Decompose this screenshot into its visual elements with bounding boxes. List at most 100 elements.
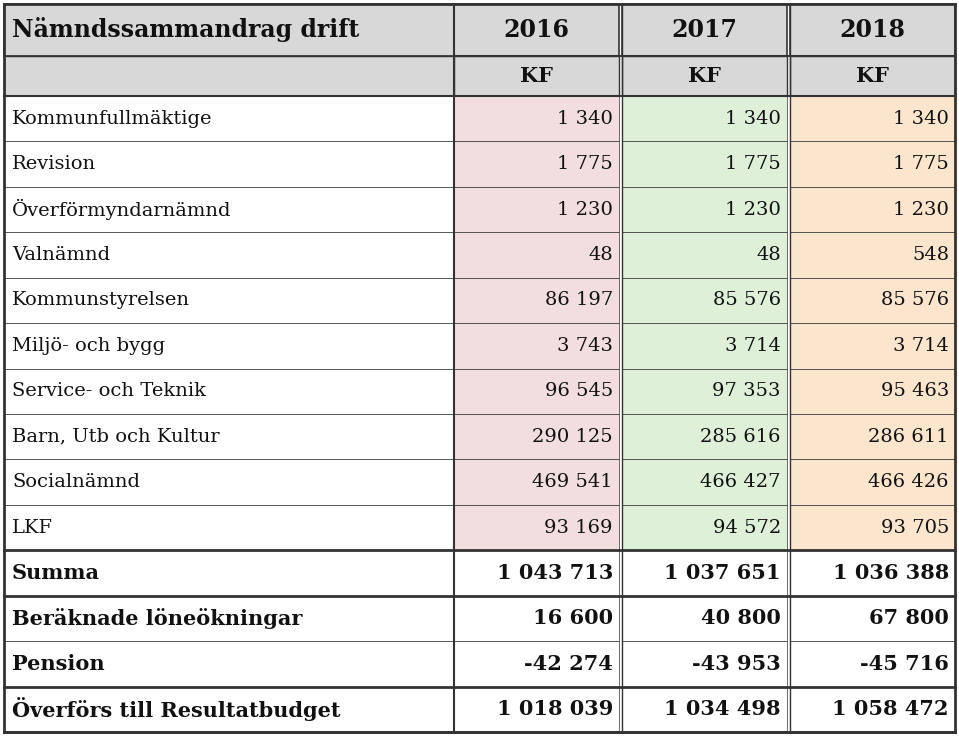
Bar <box>454 551 619 595</box>
Text: 96 545: 96 545 <box>545 382 613 400</box>
Bar <box>622 641 787 687</box>
Text: Beräknade löneökningar: Beräknade löneökningar <box>12 608 302 629</box>
Bar <box>622 323 787 369</box>
Text: Revision: Revision <box>12 155 96 173</box>
Text: Socialnämnd: Socialnämnd <box>12 473 140 491</box>
Text: 48: 48 <box>588 246 613 264</box>
Bar <box>790 459 955 505</box>
Text: 16 600: 16 600 <box>533 609 613 629</box>
Text: Kommunstyrelsen: Kommunstyrelsen <box>12 291 190 309</box>
Text: 1 058 472: 1 058 472 <box>832 699 949 719</box>
Text: 94 572: 94 572 <box>713 519 781 537</box>
Text: 3 714: 3 714 <box>893 337 949 355</box>
Text: -43 953: -43 953 <box>692 654 781 674</box>
Text: KF: KF <box>856 66 889 86</box>
Bar <box>4 187 454 233</box>
Text: 1 037 651: 1 037 651 <box>665 563 781 583</box>
Text: 85 576: 85 576 <box>881 291 949 309</box>
Bar <box>622 277 787 323</box>
Text: 2017: 2017 <box>671 18 737 42</box>
Text: Överförs till Resultatbudget: Överförs till Resultatbudget <box>12 697 340 721</box>
Bar <box>790 687 955 732</box>
Text: Överförmyndarnämnd: Överförmyndarnämnd <box>12 199 231 220</box>
Bar <box>622 505 787 551</box>
Text: 95 463: 95 463 <box>880 382 949 400</box>
Bar <box>4 233 454 277</box>
Text: 2016: 2016 <box>503 18 570 42</box>
Text: Barn, Utb och Kultur: Barn, Utb och Kultur <box>12 428 220 446</box>
Text: 97 353: 97 353 <box>713 382 781 400</box>
Text: 48: 48 <box>757 246 781 264</box>
Bar <box>622 595 787 641</box>
Text: 40 800: 40 800 <box>701 609 781 629</box>
Text: 1 036 388: 1 036 388 <box>832 563 949 583</box>
Text: LKF: LKF <box>12 519 53 537</box>
Text: 1 775: 1 775 <box>893 155 949 173</box>
Bar <box>454 233 619 277</box>
Bar <box>790 369 955 414</box>
Bar <box>4 323 454 369</box>
Bar <box>622 56 787 96</box>
Bar <box>4 277 454 323</box>
Text: 86 197: 86 197 <box>545 291 613 309</box>
Bar <box>790 233 955 277</box>
Bar <box>454 277 619 323</box>
Bar <box>790 187 955 233</box>
Text: 466 426: 466 426 <box>869 473 949 491</box>
Bar <box>454 369 619 414</box>
Bar <box>4 369 454 414</box>
Text: 1 340: 1 340 <box>725 110 781 128</box>
Bar <box>454 414 619 459</box>
Bar <box>622 187 787 233</box>
Bar <box>622 96 787 141</box>
Bar <box>4 96 454 141</box>
Bar <box>790 4 955 56</box>
Text: 1 775: 1 775 <box>725 155 781 173</box>
Text: KF: KF <box>520 66 553 86</box>
Bar <box>4 505 454 551</box>
Bar <box>454 459 619 505</box>
Text: 1 340: 1 340 <box>893 110 949 128</box>
Text: 1 043 713: 1 043 713 <box>497 563 613 583</box>
Bar <box>790 505 955 551</box>
Text: 1 230: 1 230 <box>893 201 949 219</box>
Bar <box>4 56 454 96</box>
Text: 285 616: 285 616 <box>700 428 781 446</box>
Bar <box>790 96 955 141</box>
Bar <box>790 141 955 187</box>
Bar <box>454 505 619 551</box>
Text: 466 427: 466 427 <box>700 473 781 491</box>
Text: Service- och Teknik: Service- och Teknik <box>12 382 206 400</box>
Text: 67 800: 67 800 <box>869 609 949 629</box>
Bar <box>622 233 787 277</box>
Text: 286 611: 286 611 <box>869 428 949 446</box>
Bar <box>790 595 955 641</box>
Bar <box>622 687 787 732</box>
Bar <box>622 414 787 459</box>
Text: -45 716: -45 716 <box>860 654 949 674</box>
Bar <box>790 551 955 595</box>
Text: 1 018 039: 1 018 039 <box>497 699 613 719</box>
Bar <box>790 641 955 687</box>
Bar <box>790 277 955 323</box>
Bar <box>622 551 787 595</box>
Text: Summa: Summa <box>12 563 100 583</box>
Text: 469 541: 469 541 <box>532 473 613 491</box>
Text: 290 125: 290 125 <box>532 428 613 446</box>
Bar <box>622 369 787 414</box>
Bar <box>4 459 454 505</box>
Bar <box>622 4 787 56</box>
Bar <box>454 323 619 369</box>
Text: 93 705: 93 705 <box>880 519 949 537</box>
Text: Valnämnd: Valnämnd <box>12 246 110 264</box>
Text: 1 340: 1 340 <box>557 110 613 128</box>
Text: 1 230: 1 230 <box>725 201 781 219</box>
Bar <box>622 141 787 187</box>
Text: 3 714: 3 714 <box>725 337 781 355</box>
Text: 85 576: 85 576 <box>713 291 781 309</box>
Bar <box>4 4 454 56</box>
Text: -42 274: -42 274 <box>525 654 613 674</box>
Bar <box>454 595 619 641</box>
Bar <box>454 641 619 687</box>
Bar <box>454 187 619 233</box>
